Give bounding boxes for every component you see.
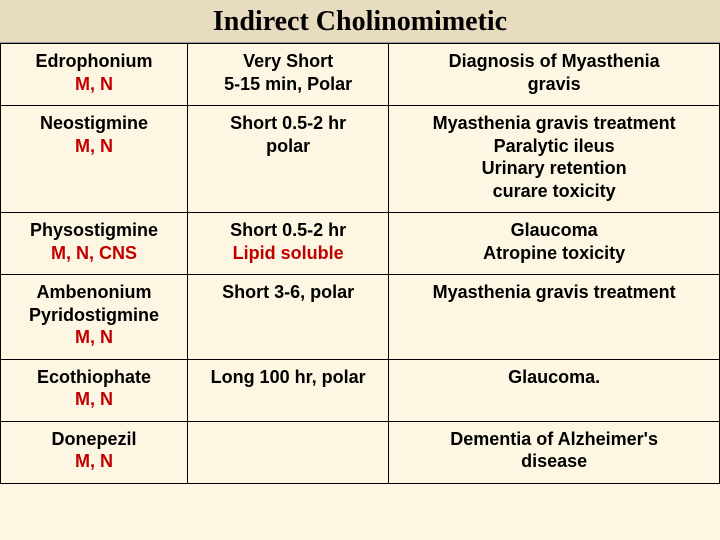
cell-use: Glaucoma. [389, 359, 720, 421]
cell-drug: Donepezil M, N [1, 421, 188, 483]
table-row: Edrophonium M, N Very Short 5-15 min, Po… [1, 44, 720, 106]
table-row: Neostigmine M, N Short 0.5-2 hr polar My… [1, 106, 720, 213]
duration-line: polar [194, 135, 382, 158]
cell-drug: Ecothiophate M, N [1, 359, 188, 421]
cell-duration: Short 0.5-2 hr Lipid soluble [187, 213, 388, 275]
drug-name: Ecothiophate [7, 366, 181, 389]
cell-duration [187, 421, 388, 483]
cell-use: Dementia of Alzheimer's disease [389, 421, 720, 483]
title-bar: Indirect Cholinomimetic [0, 0, 720, 43]
use-line: Urinary retention [395, 157, 713, 180]
cell-use: Myasthenia gravis treatment [389, 275, 720, 360]
drug-name: Ambenonium [7, 281, 181, 304]
cell-duration: Short 3-6, polar [187, 275, 388, 360]
drug-name: Pyridostigmine [7, 304, 181, 327]
cell-use: Diagnosis of Myasthenia gravis [389, 44, 720, 106]
use-line: Myasthenia gravis treatment [395, 112, 713, 135]
page-title: Indirect Cholinomimetic [0, 6, 720, 38]
receptor: M, N [7, 135, 181, 158]
cell-drug: Physostigmine M, N, CNS [1, 213, 188, 275]
receptor: M, N [7, 73, 181, 96]
receptor: M, N [7, 326, 181, 349]
drug-name: Edrophonium [7, 50, 181, 73]
duration-line: 5-15 min, Polar [194, 73, 382, 96]
duration-line: Short 0.5-2 hr [194, 219, 382, 242]
duration-line: Short 3-6, polar [194, 281, 382, 304]
use-line: gravis [395, 73, 713, 96]
use-line: Glaucoma. [395, 366, 713, 389]
drug-name: Neostigmine [7, 112, 181, 135]
drug-name: Physostigmine [7, 219, 181, 242]
cell-use: Glaucoma Atropine toxicity [389, 213, 720, 275]
use-line: Myasthenia gravis treatment [395, 281, 713, 304]
use-line: Glaucoma [395, 219, 713, 242]
use-line: Diagnosis of Myasthenia [395, 50, 713, 73]
cell-duration: Very Short 5-15 min, Polar [187, 44, 388, 106]
cell-duration: Short 0.5-2 hr polar [187, 106, 388, 213]
cell-drug: Ambenonium Pyridostigmine M, N [1, 275, 188, 360]
use-line: curare toxicity [395, 180, 713, 203]
use-line: Atropine toxicity [395, 242, 713, 265]
cell-drug: Edrophonium M, N [1, 44, 188, 106]
cell-use: Myasthenia gravis treatment Paralytic il… [389, 106, 720, 213]
use-line: Paralytic ileus [395, 135, 713, 158]
cell-duration: Long 100 hr, polar [187, 359, 388, 421]
receptor: M, N [7, 388, 181, 411]
duration-line: Long 100 hr, polar [194, 366, 382, 389]
table-row: Ambenonium Pyridostigmine M, N Short 3-6… [1, 275, 720, 360]
receptor: M, N, CNS [7, 242, 181, 265]
duration-line: Short 0.5-2 hr [194, 112, 382, 135]
duration-line-accent: Lipid soluble [194, 242, 382, 265]
table-row: Donepezil M, N Dementia of Alzheimer's d… [1, 421, 720, 483]
duration-line: Very Short [194, 50, 382, 73]
drug-name: Donepezil [7, 428, 181, 451]
table-row: Ecothiophate M, N Long 100 hr, polar Gla… [1, 359, 720, 421]
use-line: Dementia of Alzheimer's [395, 428, 713, 451]
receptor: M, N [7, 450, 181, 473]
drug-table: Edrophonium M, N Very Short 5-15 min, Po… [0, 43, 720, 484]
use-line: disease [395, 450, 713, 473]
cell-drug: Neostigmine M, N [1, 106, 188, 213]
table-row: Physostigmine M, N, CNS Short 0.5-2 hr L… [1, 213, 720, 275]
